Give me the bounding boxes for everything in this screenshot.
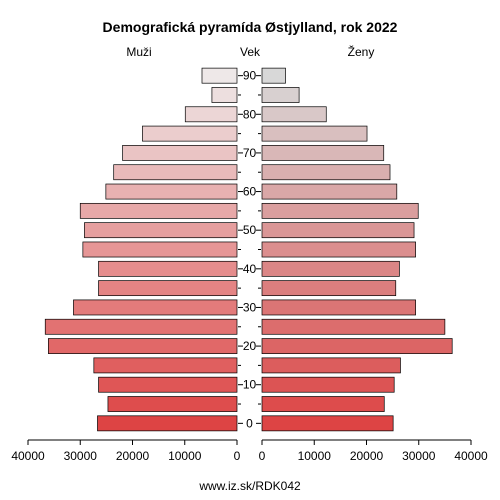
female-x-axis: 0 10000 20000 30000 40000 — [259, 439, 488, 463]
age-tick-label: 0 — [246, 416, 253, 430]
female-x-tick-label: 20000 — [350, 449, 384, 463]
male-bar-10-14 — [98, 376, 238, 393]
male-bar-20-24 — [48, 338, 238, 354]
female-bar-0-4 — [261, 415, 394, 432]
male-bar-25-29 — [44, 318, 238, 335]
male-bar-70-74 — [122, 145, 238, 161]
female-bar-70-74 — [261, 145, 385, 161]
male-bar-30-34 — [73, 299, 238, 316]
male-bar-65-69 — [113, 164, 238, 181]
age-tick-label: 60 — [243, 185, 257, 199]
female-bar-55-59 — [261, 202, 419, 219]
female-bar-30-34 — [261, 299, 416, 316]
female-bar-50-54 — [261, 222, 415, 239]
age-tick-label: 40 — [243, 262, 257, 276]
male-bar-45-49 — [82, 241, 238, 258]
female-bar-80-84 — [261, 106, 327, 123]
male-x-axis: 40000 30000 20000 10000 0 — [11, 439, 241, 463]
female-bar-60-64 — [261, 183, 398, 200]
female-bar-15-19 — [261, 357, 401, 374]
age-tick-label: 30 — [243, 300, 257, 314]
age-axis: 0 10 20 30 40 50 60 70 80 90 — [238, 69, 261, 430]
male-x-tick-label: 10000 — [168, 449, 202, 463]
female-bar-90+ — [261, 67, 286, 84]
female-bar-35-39 — [261, 280, 397, 297]
age-tick-label: 10 — [243, 378, 257, 392]
chart-title: Demografická pyramída Østjylland, rok 20… — [103, 19, 398, 35]
footer-source: www.iz.sk/RDK042 — [198, 479, 301, 493]
female-bar-65-69 — [261, 164, 391, 181]
age-tick-label: 20 — [243, 339, 257, 353]
age-tick-label: 50 — [243, 223, 257, 237]
age-tick-label: 90 — [243, 69, 257, 83]
male-bar-50-54 — [84, 222, 238, 239]
age-label: Vek — [240, 45, 261, 59]
female-bars — [261, 67, 453, 432]
female-bar-10-14 — [261, 376, 395, 393]
female-bar-45-49 — [261, 241, 416, 258]
male-bar-5-9 — [107, 396, 238, 412]
male-bar-80-84 — [184, 106, 238, 123]
female-bar-5-9 — [261, 396, 385, 412]
male-label: Muži — [126, 45, 151, 59]
female-x-tick-label: 40000 — [454, 449, 488, 463]
female-bar-75-79 — [261, 125, 368, 142]
age-tick-label: 80 — [243, 107, 257, 121]
female-bar-40-44 — [261, 260, 400, 277]
male-bar-90+ — [201, 67, 238, 84]
male-bar-40-44 — [98, 260, 238, 277]
male-x-tick-label: 30000 — [64, 449, 98, 463]
male-bar-55-59 — [79, 202, 238, 219]
age-tick-label: 70 — [243, 146, 257, 160]
female-bar-20-24 — [261, 338, 453, 354]
male-x-tick-label: 40000 — [11, 449, 45, 463]
female-x-tick-label: 10000 — [298, 449, 332, 463]
female-bar-85-89 — [261, 87, 300, 103]
male-bar-75-79 — [142, 125, 238, 142]
male-x-tick-label: 0 — [234, 449, 241, 463]
male-x-tick-label: 20000 — [116, 449, 150, 463]
male-bar-60-64 — [105, 183, 238, 200]
female-x-tick-label: 30000 — [402, 449, 436, 463]
female-label: Ženy — [348, 44, 375, 59]
female-bar-25-29 — [261, 318, 446, 335]
male-bar-35-39 — [98, 280, 238, 297]
male-bar-15-19 — [93, 357, 238, 374]
male-bar-0-4 — [97, 415, 238, 432]
female-x-tick-label: 0 — [259, 449, 266, 463]
male-bars — [44, 67, 238, 432]
male-bar-85-89 — [211, 87, 238, 103]
